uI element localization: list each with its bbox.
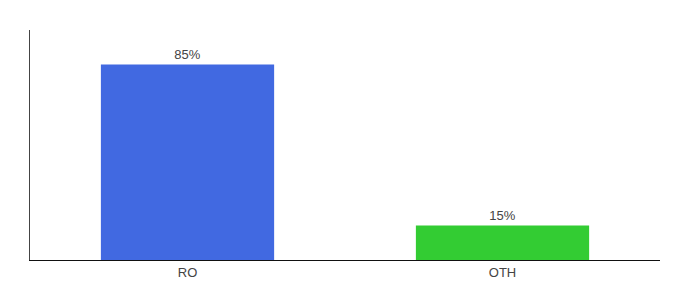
svg-text:RO: RO — [178, 265, 198, 280]
svg-text:OTH: OTH — [489, 265, 516, 280]
svg-text:15%: 15% — [489, 208, 515, 223]
svg-text:85%: 85% — [174, 47, 200, 62]
